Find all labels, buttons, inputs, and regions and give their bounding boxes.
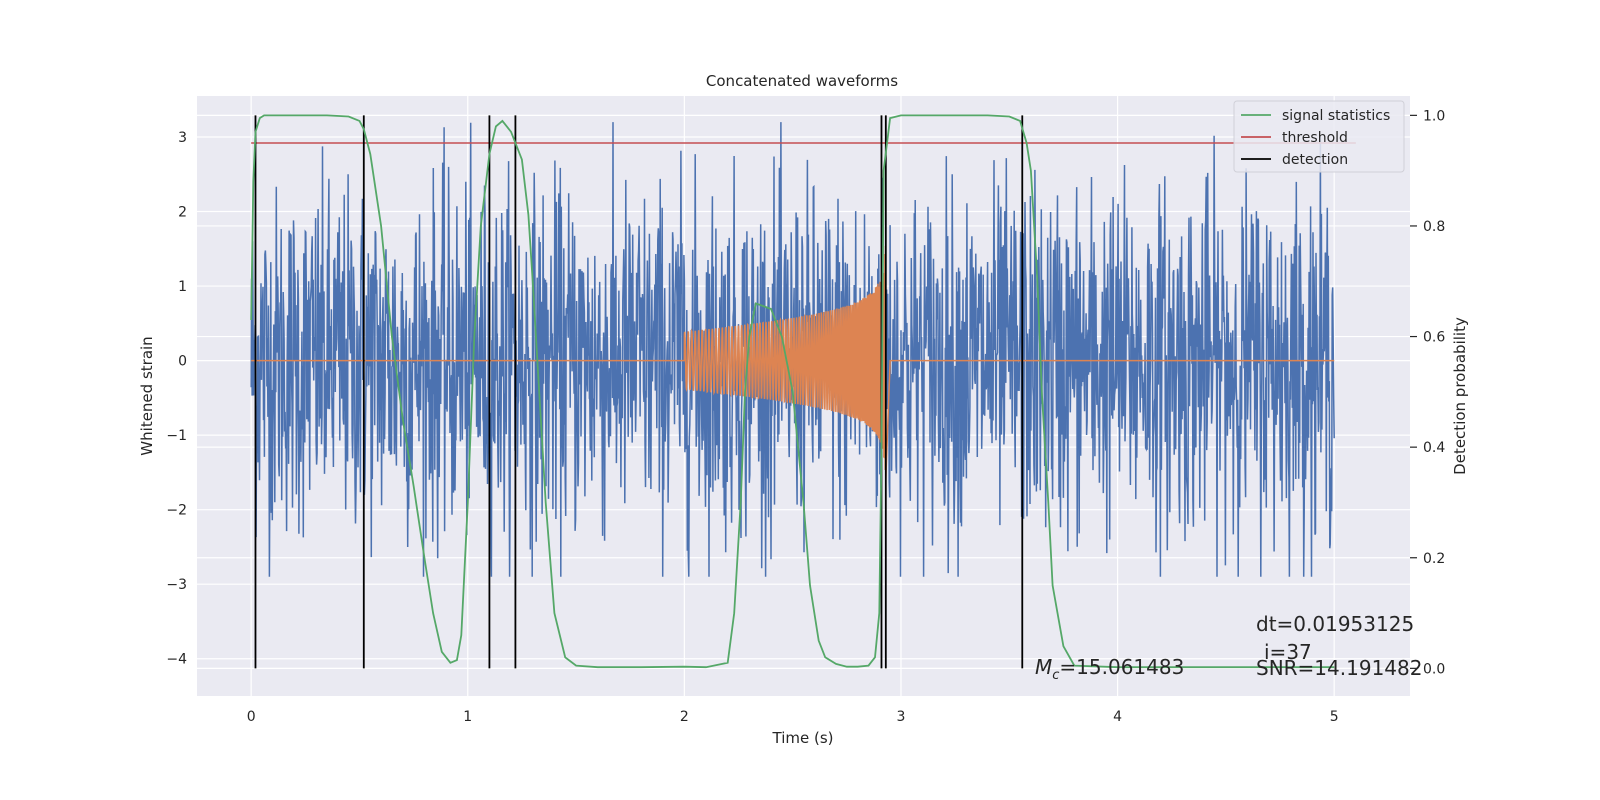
annotation-snr: SNR=14.191482 [1256, 656, 1422, 680]
noise-series-line [250, 122, 1335, 577]
y2-tick-label-0: 1.0 [1423, 108, 1445, 124]
y2-tick-label-5: 0.0 [1423, 661, 1445, 677]
annotation-mc-subscript: c [1052, 668, 1059, 683]
y-tick-label-6: −3 [166, 577, 187, 593]
y-tick-label-4: −1 [166, 428, 187, 444]
annotation-dt: dt=0.01953125 [1256, 612, 1414, 636]
y2-tick-label-3: 0.4 [1423, 440, 1445, 456]
chart-title: Concatenated waveforms [706, 72, 898, 90]
x-tick-label-1: 1 [463, 709, 472, 725]
x-tick-label-3: 3 [897, 709, 906, 725]
y-tick-label-2: 1 [178, 279, 187, 295]
y-axis-ticks: 3 2 1 0 −1 −2 −3 −4 [166, 130, 187, 668]
y-tick-label-3: 0 [178, 354, 187, 370]
y2-axis-label: Detection probability [1451, 317, 1469, 475]
legend: signal statistics threshold detection [1233, 100, 1405, 173]
signal-series-line [251, 245, 1335, 479]
legend-label-detection: detection [1282, 152, 1348, 168]
legend-box [1233, 100, 1405, 173]
x-tick-label-5: 5 [1330, 709, 1339, 725]
plot-area [250, 114, 1356, 669]
x-tick-label-4: 4 [1113, 709, 1122, 725]
annotation-i: i=37 [1264, 640, 1312, 664]
x-tick-label-0: 0 [247, 709, 256, 725]
y-tick-label-1: 2 [178, 205, 187, 221]
y-tick-label-0: 3 [178, 130, 187, 146]
x-axis-label: Time (s) [772, 729, 834, 747]
y-tick-label-7: −4 [166, 652, 187, 668]
x-tick-label-2: 2 [680, 709, 689, 725]
y2-tick-label-4: 0.2 [1423, 551, 1445, 567]
y2-axis-ticks: 1.0 0.8 0.6 0.4 0.2 0.0 [1410, 108, 1445, 677]
y2-tick-label-2: 0.6 [1423, 330, 1445, 346]
y-tick-label-5: −2 [166, 503, 187, 519]
y-axis-label: Whitened strain [138, 336, 156, 455]
legend-label-signal-statistics: signal statistics [1282, 108, 1390, 124]
legend-label-threshold: threshold [1282, 130, 1348, 146]
annotation-mc: Mc=15.061483 [1035, 655, 1184, 683]
y2-tick-label-1: 0.8 [1423, 219, 1445, 235]
signal-statistics-series-line [250, 114, 1335, 669]
annotation-mc-symbol: M [1035, 655, 1052, 679]
x-axis-ticks: 0 1 2 3 4 5 [247, 709, 1339, 725]
annotation-mc-value: =15.061483 [1059, 655, 1184, 679]
